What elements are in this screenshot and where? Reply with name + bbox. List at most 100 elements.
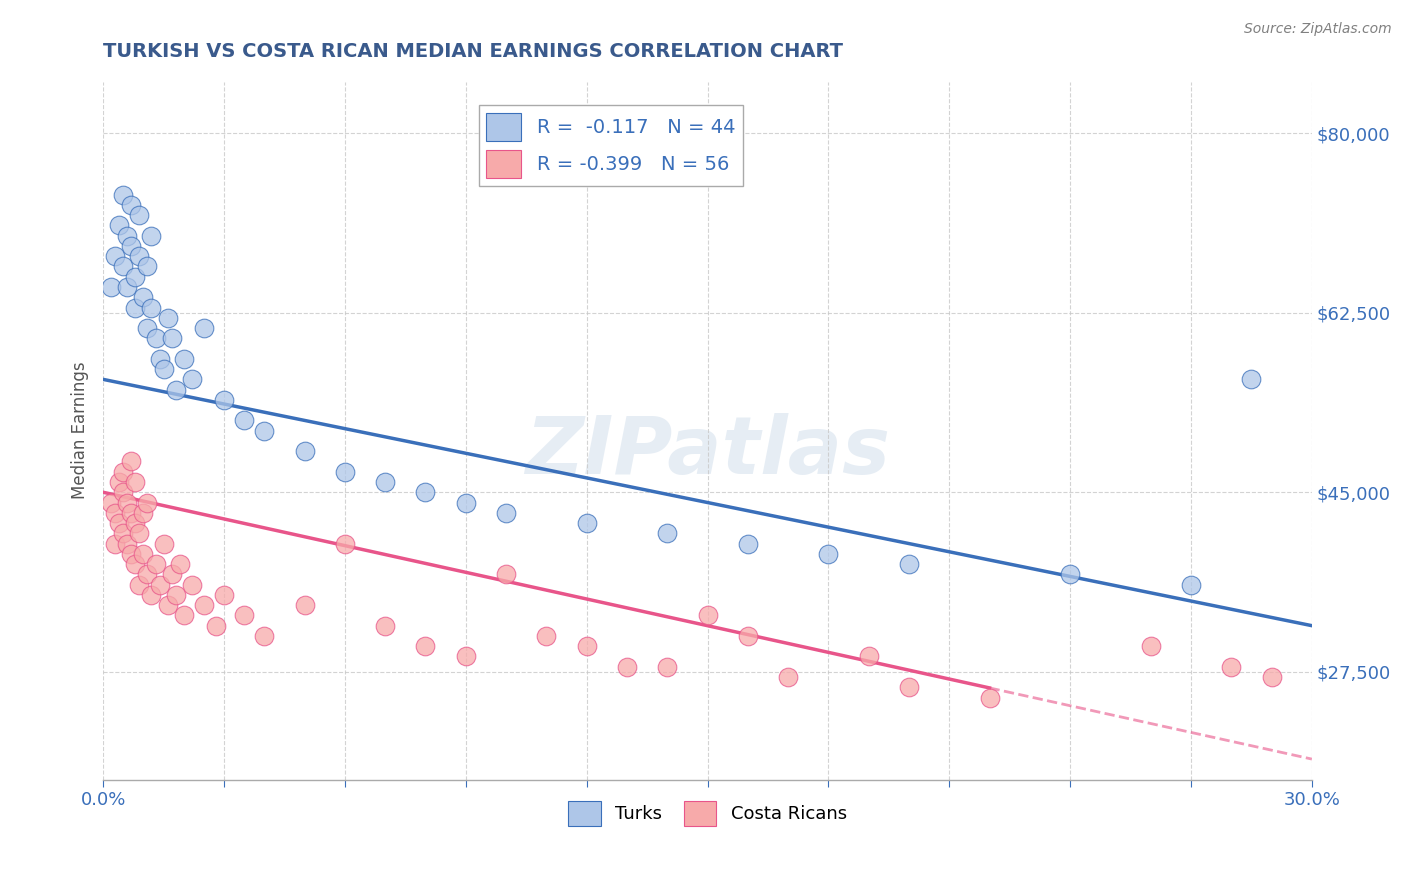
Point xyxy=(128,249,150,263)
Point xyxy=(145,557,167,571)
Point xyxy=(120,506,142,520)
Point xyxy=(165,588,187,602)
Point xyxy=(454,495,477,509)
Point xyxy=(112,465,135,479)
Point xyxy=(145,331,167,345)
Point xyxy=(294,444,316,458)
Point xyxy=(454,649,477,664)
Point xyxy=(374,475,396,489)
Point xyxy=(616,659,638,673)
Point xyxy=(737,536,759,550)
Point xyxy=(117,495,139,509)
Point xyxy=(152,536,174,550)
Point xyxy=(737,629,759,643)
Legend: Turks, Costa Ricans: Turks, Costa Ricans xyxy=(561,793,853,833)
Point xyxy=(180,372,202,386)
Point xyxy=(333,536,356,550)
Text: Source: ZipAtlas.com: Source: ZipAtlas.com xyxy=(1244,22,1392,37)
Point xyxy=(136,321,159,335)
Point xyxy=(1240,372,1263,386)
Point xyxy=(104,506,127,520)
Point xyxy=(205,618,228,632)
Point xyxy=(233,413,256,427)
Point xyxy=(100,495,122,509)
Point xyxy=(817,547,839,561)
Point xyxy=(156,310,179,325)
Point xyxy=(120,198,142,212)
Point xyxy=(124,516,146,530)
Point xyxy=(148,351,170,366)
Point xyxy=(1260,670,1282,684)
Point xyxy=(253,629,276,643)
Point xyxy=(778,670,800,684)
Y-axis label: Median Earnings: Median Earnings xyxy=(72,362,89,500)
Point xyxy=(696,608,718,623)
Point xyxy=(132,290,155,304)
Point xyxy=(132,506,155,520)
Point xyxy=(132,547,155,561)
Point xyxy=(124,301,146,315)
Point xyxy=(128,577,150,591)
Point xyxy=(100,280,122,294)
Point xyxy=(536,629,558,643)
Point xyxy=(333,465,356,479)
Point xyxy=(136,567,159,582)
Point xyxy=(141,228,163,243)
Point xyxy=(117,228,139,243)
Point xyxy=(141,588,163,602)
Point xyxy=(112,260,135,274)
Point xyxy=(124,269,146,284)
Point xyxy=(108,516,131,530)
Point xyxy=(112,187,135,202)
Point xyxy=(657,659,679,673)
Point xyxy=(979,690,1001,705)
Point xyxy=(173,608,195,623)
Text: ZIPatlas: ZIPatlas xyxy=(524,413,890,491)
Point xyxy=(104,536,127,550)
Point xyxy=(120,239,142,253)
Point xyxy=(193,598,215,612)
Point xyxy=(1180,577,1202,591)
Point xyxy=(495,506,517,520)
Point xyxy=(141,301,163,315)
Point xyxy=(108,219,131,233)
Text: TURKISH VS COSTA RICAN MEDIAN EARNINGS CORRELATION CHART: TURKISH VS COSTA RICAN MEDIAN EARNINGS C… xyxy=(103,42,844,61)
Point xyxy=(128,208,150,222)
Point xyxy=(112,485,135,500)
Point xyxy=(165,383,187,397)
Point xyxy=(152,362,174,376)
Point xyxy=(897,680,920,694)
Point xyxy=(124,475,146,489)
Point xyxy=(374,618,396,632)
Point xyxy=(104,249,127,263)
Point xyxy=(212,392,235,407)
Point xyxy=(1059,567,1081,582)
Point xyxy=(415,639,437,653)
Point xyxy=(160,567,183,582)
Point xyxy=(173,351,195,366)
Point xyxy=(897,557,920,571)
Point xyxy=(180,577,202,591)
Point xyxy=(108,475,131,489)
Point xyxy=(117,536,139,550)
Point xyxy=(160,331,183,345)
Point xyxy=(120,547,142,561)
Point xyxy=(253,424,276,438)
Point xyxy=(657,526,679,541)
Point xyxy=(120,454,142,468)
Point xyxy=(1139,639,1161,653)
Point xyxy=(136,495,159,509)
Point xyxy=(124,557,146,571)
Point xyxy=(415,485,437,500)
Point xyxy=(136,260,159,274)
Point xyxy=(156,598,179,612)
Point xyxy=(575,516,598,530)
Point xyxy=(112,526,135,541)
Point xyxy=(294,598,316,612)
Point xyxy=(575,639,598,653)
Point xyxy=(212,588,235,602)
Point xyxy=(233,608,256,623)
Point xyxy=(128,526,150,541)
Point xyxy=(1220,659,1243,673)
Point xyxy=(117,280,139,294)
